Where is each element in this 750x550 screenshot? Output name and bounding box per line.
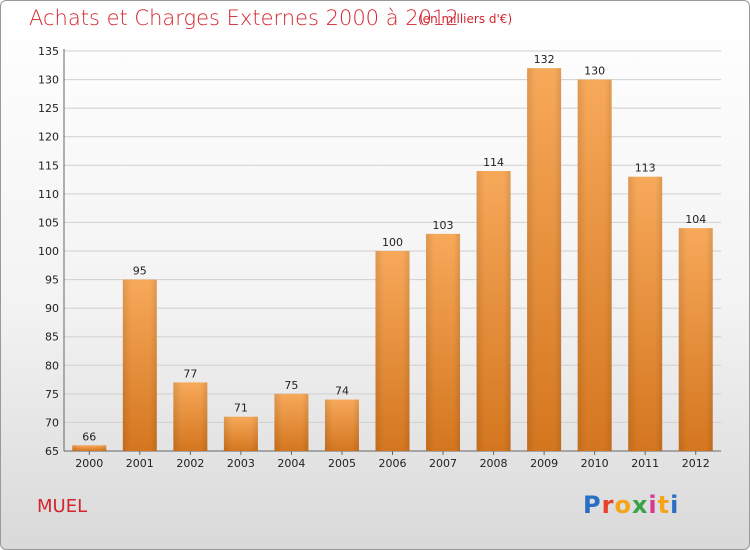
proxiti-logo: Proxiti: [583, 491, 679, 519]
value-label: 95: [133, 265, 147, 278]
chart-subtitle: (en milliers d'€): [418, 12, 513, 26]
value-label: 132: [534, 53, 555, 66]
value-label: 114: [483, 156, 504, 169]
bar-shade: [628, 176, 663, 451]
x-tick-label: 2005: [328, 457, 356, 470]
y-tick-label: 100: [38, 245, 59, 258]
y-tick-label: 110: [38, 188, 59, 201]
value-label: 74: [335, 385, 349, 398]
y-tick-labels: 65 70 75 80 85 90 95 100 105 110 115 120 125 130 135: [38, 45, 59, 458]
y-tick-label: 125: [38, 102, 59, 115]
logo-letter: t: [657, 491, 671, 519]
y-tick-label: 85: [45, 331, 59, 344]
value-label: 71: [234, 402, 248, 415]
x-tick-label: 2001: [126, 457, 154, 470]
x-tick-label: 2012: [682, 457, 710, 470]
bar-shade: [426, 233, 461, 451]
y-tick-label: 70: [45, 416, 59, 429]
bar-shade: [577, 79, 612, 452]
y-tick-label: 105: [38, 216, 59, 229]
chart-title: Achats et Charges Externes 2000 à 2012: [29, 6, 459, 30]
commune-name: MUEL: [37, 496, 88, 517]
value-label: 100: [382, 236, 403, 249]
bar-shade: [122, 279, 157, 451]
y-tick-label: 95: [45, 274, 59, 287]
value-label: 77: [183, 367, 197, 380]
bar-shade: [527, 68, 562, 452]
x-tick-label: 2008: [480, 457, 508, 470]
value-labels: 66 95 77 71 75 74 100 103 114 132 130 113 104: [82, 53, 706, 443]
x-tick-label: 2003: [227, 457, 255, 470]
bar-shade: [274, 393, 309, 451]
bar-shade: [678, 228, 713, 451]
value-label: 104: [685, 213, 706, 226]
logo-letter: i: [648, 491, 658, 519]
value-label: 130: [584, 65, 605, 78]
x-tick-label: 2009: [530, 457, 558, 470]
x-tick-label: 2006: [379, 457, 407, 470]
y-tick-label: 75: [45, 388, 59, 401]
logo-letter: P: [583, 491, 602, 519]
logo-letter: o: [614, 491, 632, 519]
value-label: 75: [284, 379, 298, 392]
y-tick-label: 130: [38, 74, 59, 87]
y-tick-label: 90: [45, 302, 59, 315]
value-label: 103: [433, 219, 454, 232]
bar-shade: [476, 171, 511, 451]
x-tick-label: 2004: [277, 457, 305, 470]
x-tick-label: 2011: [631, 457, 659, 470]
bar-shade: [173, 382, 208, 451]
y-tick-label: 80: [45, 359, 59, 372]
bar-shade: [375, 251, 410, 451]
x-tick-labels: 2000 2001 2002 2003 2004 2005 2006 2007 2008 2009…: [75, 457, 709, 470]
value-label: 66: [82, 430, 96, 443]
value-label: 113: [635, 162, 656, 175]
logo-letter: x: [631, 491, 649, 519]
y-tick-label: 65: [45, 445, 59, 458]
x-tick-label: 2007: [429, 457, 457, 470]
bars: [72, 68, 713, 452]
y-tick-label: 115: [38, 159, 59, 172]
x-tick-label: 2002: [176, 457, 204, 470]
logo-letter: r: [601, 491, 615, 519]
bar-shade: [72, 445, 107, 451]
logo-letter: i: [670, 491, 680, 519]
y-tick-label: 120: [38, 131, 59, 144]
x-tick-label: 2010: [581, 457, 609, 470]
y-tick-label: 135: [38, 45, 59, 58]
bar-shade: [324, 399, 359, 451]
x-tick-label: 2000: [75, 457, 103, 470]
bar-shade: [223, 416, 258, 451]
